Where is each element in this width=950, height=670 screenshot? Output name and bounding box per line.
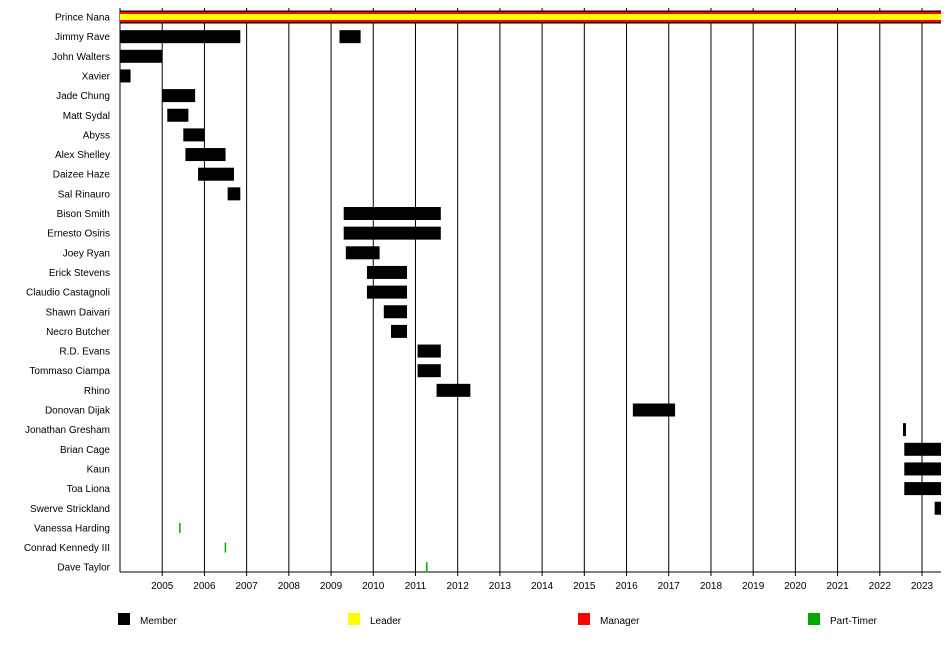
- tick-label-2010: 2010: [362, 581, 385, 592]
- row-label-bison-smith: Bison Smith: [57, 209, 110, 220]
- x-axis: 2005 2006 2007 2008 2009 2010 2011 2012 2013 2014…: [151, 572, 934, 592]
- bar-prince-nana-leader: [120, 14, 941, 20]
- row-label-daizee-haze: Daizee Haze: [53, 170, 111, 181]
- row-label-sal-rinauro: Sal Rinauro: [58, 189, 111, 200]
- row-label-joey-ryan: Joey Ryan: [63, 248, 110, 259]
- bar-ernesto-osiris-0: [343, 226, 441, 240]
- tick-label-2013: 2013: [489, 581, 512, 592]
- row-label-erick-stevens: Erick Stevens: [49, 268, 110, 279]
- bar-r-d-evans-0: [417, 344, 441, 358]
- bar-jimmy-rave-0: [120, 30, 241, 44]
- bar-prince-nana-outline-bottom: [120, 22, 941, 24]
- bar-jimmy-rave-1: [339, 30, 361, 44]
- row-label-tommaso-ciampa: Tommaso Ciampa: [29, 366, 110, 377]
- tick-label-2007: 2007: [236, 581, 259, 592]
- legend-swatch-leader: [348, 613, 360, 625]
- tick-label-2023: 2023: [911, 581, 934, 592]
- tick-label-2015: 2015: [573, 581, 596, 592]
- row-label-xavier: Xavier: [82, 71, 111, 82]
- row-label-matt-sydal: Matt Sydal: [63, 111, 110, 122]
- bar-brian-cage-0: [904, 442, 941, 456]
- tick-label-2005: 2005: [151, 581, 174, 592]
- tick-label-2020: 2020: [784, 581, 807, 592]
- tick-label-2019: 2019: [742, 581, 765, 592]
- row-labels: Prince Nana Jimmy Rave John Walters Xavier J…: [24, 13, 111, 574]
- tick-label-2012: 2012: [447, 581, 470, 592]
- bar-jonathan-gresham-0: [903, 423, 906, 437]
- tick-label-2018: 2018: [700, 581, 723, 592]
- row-label-rhino: Rhino: [84, 386, 111, 397]
- bar-joey-ryan-0: [345, 246, 380, 260]
- bar-kaun-0: [904, 462, 941, 476]
- row-label-swerve-strickland: Swerve Strickland: [30, 504, 110, 515]
- tick-label-2008: 2008: [278, 581, 301, 592]
- row-label-toa-liona: Toa Liona: [67, 484, 111, 495]
- bar-alex-shelley-0: [185, 148, 226, 162]
- legend-label-manager: Manager: [600, 616, 640, 627]
- tick-label-2017: 2017: [658, 581, 681, 592]
- legend-swatch-part-timer: [808, 613, 820, 625]
- membership-bars: [120, 10, 941, 573]
- bar-necro-butcher-0: [390, 324, 408, 338]
- bar-bison-smith-0: [343, 207, 441, 220]
- row-label-kaun: Kaun: [87, 464, 110, 475]
- row-label-shawn-daivari: Shawn Daivari: [46, 307, 110, 318]
- tick-label-2021: 2021: [826, 581, 849, 592]
- bar-swerve-strickland-0: [934, 501, 941, 515]
- legend-swatch-manager: [578, 613, 590, 625]
- row-label-ernesto-osiris: Ernesto Osiris: [47, 229, 110, 240]
- row-label-abyss: Abyss: [83, 130, 110, 141]
- row-label-dave-taylor: Dave Taylor: [57, 563, 110, 574]
- bar-rhino-0: [436, 383, 471, 397]
- legend-label-leader: Leader: [370, 616, 402, 627]
- bar-toa-liona-0: [904, 482, 941, 496]
- bar-sal-rinauro-0: [227, 187, 241, 201]
- bar-tommaso-ciampa-0: [417, 364, 441, 378]
- row-label-prince-nana: Prince Nana: [55, 13, 110, 24]
- bar-daizee-haze-0: [198, 167, 234, 181]
- bar-shawn-daivari-0: [383, 305, 408, 319]
- bar-xavier-0: [120, 69, 131, 83]
- row-label-brian-cage: Brian Cage: [60, 445, 110, 456]
- row-label-jimmy-rave: Jimmy Rave: [55, 32, 110, 43]
- tick-label-2011: 2011: [405, 581, 427, 592]
- bar-claudio-castagnoli-0: [366, 285, 408, 299]
- bar-vanessa-harding-0: [179, 522, 181, 533]
- tick-label-2014: 2014: [531, 581, 554, 592]
- bar-matt-sydal-0: [167, 108, 189, 122]
- tick-label-2009: 2009: [320, 581, 343, 592]
- year-gridlines: [119, 8, 941, 573]
- legend-swatch-member: [118, 613, 130, 625]
- row-label-conrad-kennedy-iii: Conrad Kennedy III: [24, 543, 110, 554]
- bar-erick-stevens-0: [366, 265, 408, 279]
- row-label-jade-chung: Jade Chung: [56, 91, 110, 102]
- bar-john-walters-0: [120, 49, 163, 63]
- bar-abyss-0: [183, 128, 205, 142]
- bar-conrad-kennedy-iii-0: [224, 542, 227, 553]
- bar-donovan-dijak-0: [632, 403, 676, 417]
- tick-label-2016: 2016: [615, 581, 638, 592]
- bar-prince-nana-outline-top: [120, 10, 941, 12]
- legend-label-member: Member: [140, 616, 177, 627]
- row-label-donovan-dijak: Donovan Dijak: [45, 406, 111, 417]
- row-label-jonathan-gresham: Jonathan Gresham: [25, 425, 110, 436]
- tick-label-2006: 2006: [193, 581, 216, 592]
- legend: Member Leader Manager Part-Timer: [118, 613, 878, 627]
- row-label-alex-shelley: Alex Shelley: [55, 150, 110, 161]
- row-label-john-walters: John Walters: [52, 52, 110, 63]
- row-label-claudio-castagnoli: Claudio Castagnoli: [26, 288, 110, 299]
- tick-label-2022: 2022: [869, 581, 892, 592]
- row-label-r-d-evans: R.D. Evans: [59, 347, 110, 358]
- row-label-necro-butcher: Necro Butcher: [46, 327, 111, 338]
- bar-dave-taylor-0: [426, 562, 428, 573]
- bar-jade-chung-0: [162, 89, 196, 103]
- row-label-vanessa-harding: Vanessa Harding: [34, 523, 110, 534]
- legend-label-part-timer: Part-Timer: [830, 616, 878, 627]
